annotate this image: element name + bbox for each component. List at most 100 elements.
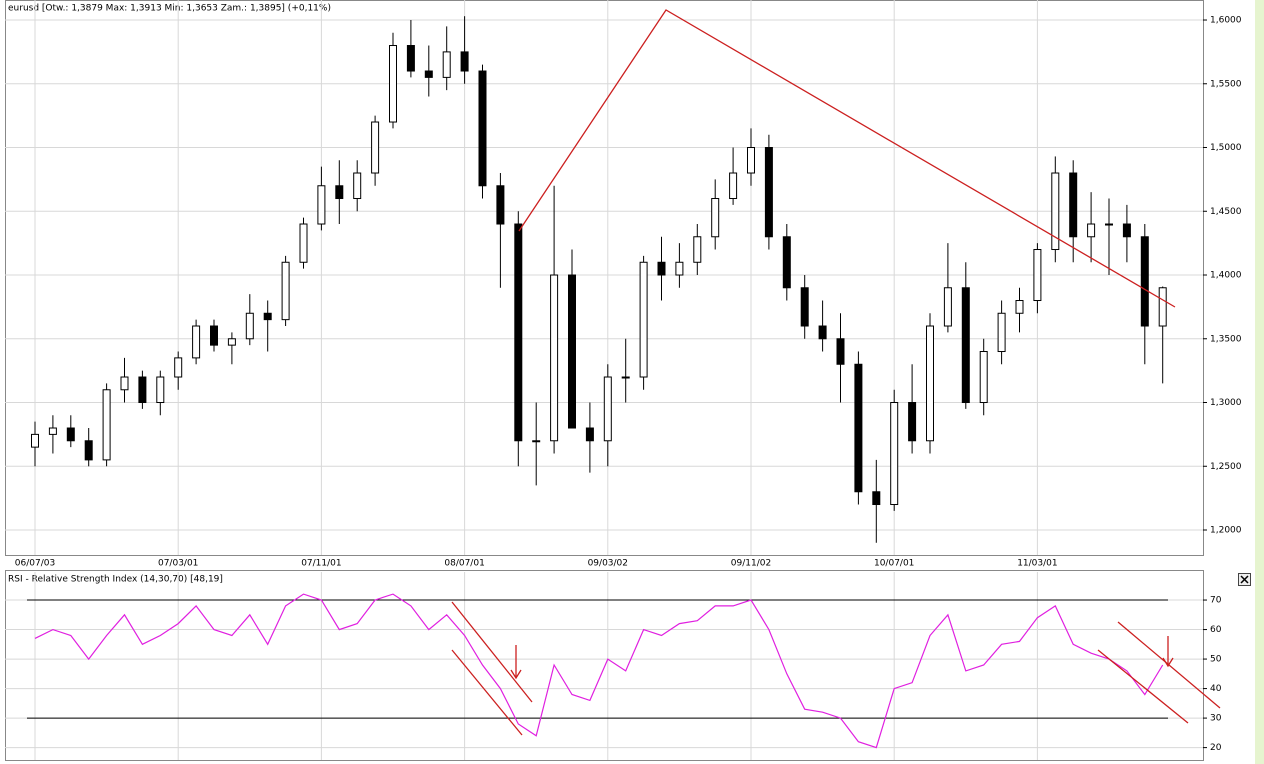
rsi-trend-line (1097, 649, 1189, 724)
rsi-title: RSI - Relative Strength Index (14,30,70)… (8, 575, 223, 585)
candle-body (854, 363, 863, 493)
candle-body (156, 376, 165, 404)
candle-body (1122, 223, 1131, 238)
candle-body (764, 147, 773, 238)
candle-body (675, 261, 684, 276)
candle-body (1105, 223, 1113, 226)
candle-body (496, 185, 505, 225)
rsi-trend-line (451, 649, 523, 736)
side-strip (1255, 0, 1264, 764)
candle-body (227, 338, 236, 346)
candle-body (353, 172, 362, 200)
x-tick-label: 08/07/01 (444, 559, 484, 569)
candle-body (281, 261, 290, 321)
annotations (451, 9, 1221, 736)
candle-body (460, 51, 469, 72)
candle-body (747, 147, 755, 174)
x-tick-label: 07/03/01 (158, 559, 198, 569)
candle-body (943, 287, 952, 327)
x-tick-label: 09/11/02 (731, 559, 771, 569)
candle-body (585, 427, 594, 442)
candle-body (908, 402, 917, 442)
rsi-arrow (510, 645, 522, 680)
y-tick-label: 70 (1210, 596, 1222, 606)
y-tick-label: 1,4500 (1210, 207, 1242, 217)
candle-body (371, 121, 380, 174)
candle-body (514, 223, 523, 442)
rsi-frame (5, 570, 1204, 761)
rsi-arrow (1162, 636, 1174, 668)
y-tick-label: 1,3000 (1210, 398, 1242, 408)
candle-body (800, 287, 809, 327)
y-tick-label: 1,6000 (1210, 16, 1242, 26)
y-tick-label: 40 (1210, 684, 1222, 694)
candle-body (729, 172, 738, 200)
candle-body (926, 325, 934, 442)
y-tick-label: 1,5000 (1210, 143, 1242, 153)
main-frame (5, 0, 1204, 556)
candle-body (174, 357, 183, 378)
candle-body (317, 185, 326, 225)
candle-body (1051, 172, 1060, 251)
y-tick-label: 60 (1210, 625, 1222, 635)
candle-body (424, 70, 433, 78)
x-tick-label: 10/07/01 (874, 559, 914, 569)
rsi-line (34, 593, 1164, 749)
candle-body (782, 236, 791, 289)
candle-body (84, 440, 93, 461)
y-tick-label: 30 (1210, 714, 1222, 724)
candle-body (335, 185, 344, 200)
x-tick-label: 09/03/02 (588, 559, 628, 569)
candle-body (818, 325, 827, 340)
candle-body (568, 274, 576, 429)
y-tick-label: 1,5500 (1210, 79, 1242, 89)
candle-body (389, 45, 397, 123)
candle-body (1158, 287, 1167, 327)
x-tick-label: 07/11/01 (301, 559, 341, 569)
candle-body (711, 198, 720, 238)
candle-body (997, 312, 1006, 353)
candle-body (693, 236, 702, 263)
candle-body (836, 338, 845, 365)
candle-body (478, 70, 487, 187)
y-tick-label: 50 (1210, 655, 1222, 665)
y-tick-label: 20 (1210, 743, 1222, 753)
candle-body (961, 287, 970, 404)
candle-body (192, 325, 201, 359)
candle-body (639, 261, 648, 378)
x-tick-label: 06/07/03 (15, 559, 55, 569)
candle-body (890, 402, 899, 506)
candle-body (603, 376, 612, 442)
candle-body (1069, 172, 1078, 238)
y-tick-label: 1,4000 (1210, 271, 1242, 281)
chart-title: eurusd [Otw.: 1,3879 Max: 1,3913 Min: 1,… (8, 4, 331, 14)
close-button[interactable] (1238, 573, 1251, 586)
candle-body (406, 45, 415, 72)
candle-body (532, 440, 541, 443)
candle-body (138, 376, 147, 404)
candle-body (1015, 300, 1024, 314)
close-icon[interactable] (1240, 575, 1249, 584)
candle-body (872, 491, 881, 506)
candle-body (1140, 236, 1149, 327)
candle-body (621, 376, 630, 379)
candle-body (979, 351, 988, 404)
candle-body (1033, 249, 1042, 302)
candle-body (31, 433, 39, 448)
candle-body (1087, 223, 1096, 238)
candle-body (48, 427, 57, 435)
y-tick-label: 1,2500 (1210, 462, 1242, 472)
candle-body (120, 376, 129, 391)
rsi-trend-line (451, 601, 533, 703)
trend-line (518, 9, 1176, 308)
y-tick-label: 1,2000 (1210, 526, 1242, 536)
candle-body (263, 312, 272, 321)
candle-body (550, 274, 559, 442)
candle-body (102, 389, 111, 461)
candle-body (657, 261, 666, 276)
candle-body (245, 312, 254, 340)
candle-body (299, 223, 308, 263)
x-tick-label: 11/03/01 (1017, 559, 1057, 569)
